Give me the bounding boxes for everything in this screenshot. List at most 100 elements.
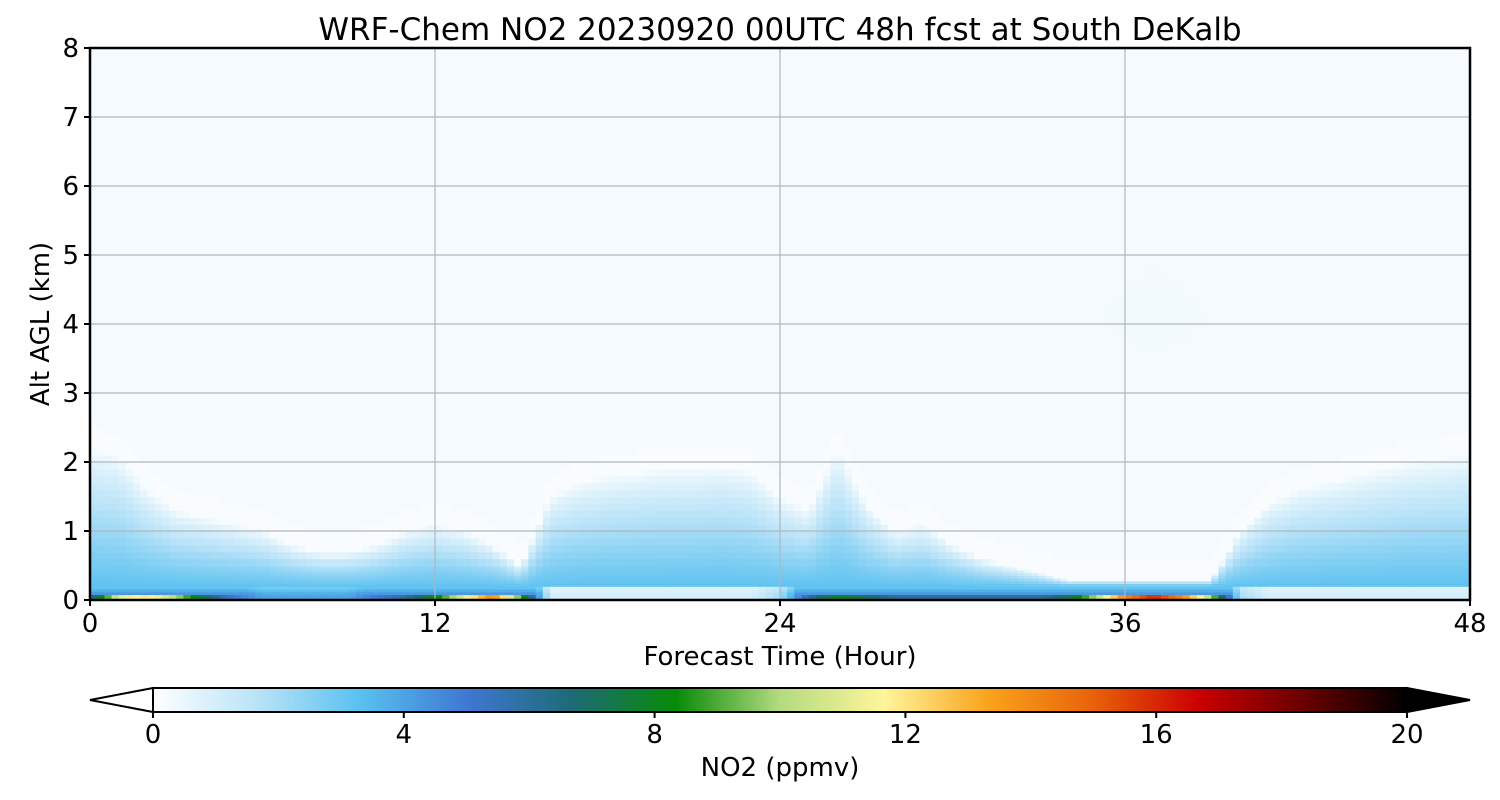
no2-cell [708,591,716,596]
no2-cell [1132,586,1140,590]
no2-cell [672,588,680,593]
no2-cell [1434,588,1442,593]
no2-cell [104,580,113,585]
no2-cell [550,475,558,484]
no2-cell [916,577,925,582]
no2-cell [1319,517,1327,525]
no2-cell [708,482,716,491]
no2-cell [140,544,149,553]
no2-cell [291,524,300,532]
no2-cell [506,591,515,596]
chart-title: WRF-Chem NO2 20230920 00UTC 48h fcst at … [318,12,1241,48]
no2-cell [463,510,472,518]
no2-cell [729,489,738,498]
no2-cell [205,524,213,532]
no2-cell [298,524,307,532]
no2-cell [830,594,839,598]
no2-cell [787,503,795,511]
no2-cell [176,510,185,518]
no2-cell [794,583,803,587]
no2-cell [248,586,256,590]
no2-cell [90,496,98,504]
no2-cell [506,577,515,582]
no2-cell [269,597,278,600]
no2-cell [600,496,609,504]
no2-cell [736,577,745,582]
no2-cell [284,594,292,598]
no2-cell [693,517,702,525]
no2-cell [420,544,429,553]
no2-cell [456,517,465,525]
no2-cell [1067,597,1076,600]
no2-cell [780,566,788,571]
no2-cell [607,531,616,539]
no2-cell [506,572,515,576]
no2-cell [1031,558,1040,567]
no2-cell [1275,482,1284,491]
no2-cell [895,537,903,546]
no2-cell [1268,594,1277,598]
no2-cell [1434,586,1442,590]
no2-cell [435,591,443,596]
no2-cell [1412,503,1421,511]
no2-cell [1383,551,1392,560]
no2-cell [1297,551,1306,560]
no2-cell [1060,577,1069,582]
no2-cell [1455,580,1464,585]
no2-cell [334,558,343,567]
no2-cell [212,572,220,576]
no2-cell [377,591,386,596]
no2-cell [787,569,795,573]
no2-cell [780,588,788,593]
no2-cell [930,569,939,573]
no2-cell [672,537,680,546]
no2-cell [629,531,637,539]
no2-cell [147,580,156,585]
no2-cell [1419,489,1428,498]
no2-cell [118,591,127,596]
no2-cell [722,482,731,491]
no2-cell [320,572,328,576]
no2-cell [1045,569,1054,573]
no2-cell [1347,544,1356,553]
no2-cell [276,544,285,553]
no2-cell [269,569,278,573]
no2-cell [1038,577,1047,582]
no2-cell [1390,524,1399,532]
no2-cell [1031,580,1040,585]
no2-cell [1204,594,1212,598]
no2-cell [1132,597,1140,600]
no2-cell [190,531,199,539]
no2-cell [327,583,335,587]
no2-cell [851,517,860,525]
no2-cell [391,583,400,587]
no2-cell [320,566,328,571]
no2-cell [952,524,961,532]
no2-cell [1153,594,1162,598]
no2-cell [621,575,630,579]
no2-cell [837,583,846,587]
no2-cell [557,572,565,576]
no2-cell [248,566,256,571]
no2-cell [679,580,688,585]
no2-cell [1290,551,1299,560]
no2-cell [643,496,652,504]
no2-cell [111,441,120,449]
no2-cell [1405,524,1414,532]
no2-cell [1060,586,1069,590]
no2-cell [212,524,220,532]
no2-cell [1261,551,1270,560]
no2-cell [1340,551,1349,560]
no2-cell [751,583,760,587]
no2-cell [966,597,975,600]
no2-cell [744,569,752,573]
no2-cell [938,580,946,585]
no2-cell [1448,489,1457,498]
no2-cell [1434,594,1442,598]
no2-cell [528,517,537,525]
no2-cell [255,566,264,571]
no2-cell [1304,489,1313,498]
no2-cell [815,489,824,498]
no2-cell [952,537,961,546]
